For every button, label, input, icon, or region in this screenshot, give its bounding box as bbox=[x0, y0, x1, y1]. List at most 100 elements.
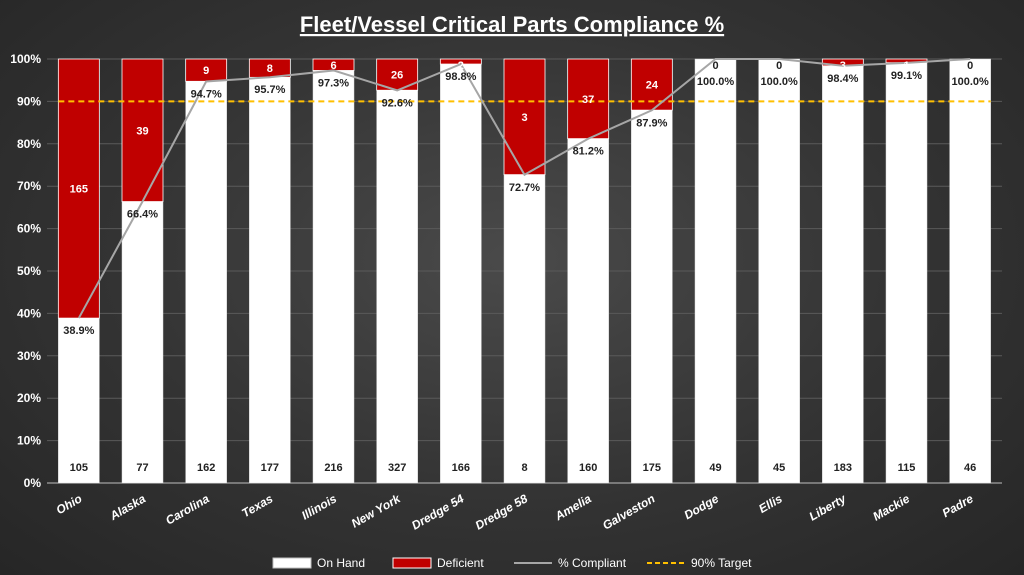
compliance-label: 66.4% bbox=[127, 208, 158, 220]
deficient-label: 1 bbox=[903, 60, 909, 72]
legend-deficient-swatch bbox=[392, 557, 432, 569]
y-tick-label: 90% bbox=[17, 94, 41, 108]
y-tick-label: 30% bbox=[17, 349, 41, 363]
legend-compliant-label: % Compliant bbox=[558, 556, 627, 570]
compliance-label: 94.7% bbox=[191, 88, 222, 100]
compliance-label: 100.0% bbox=[697, 76, 735, 88]
on-hand-label: 105 bbox=[70, 462, 88, 474]
on-hand-bar bbox=[758, 58, 800, 484]
y-tick-label: 20% bbox=[17, 391, 41, 405]
on-hand-bar bbox=[567, 138, 609, 484]
on-hand-label: 175 bbox=[643, 462, 661, 474]
compliance-line bbox=[77, 58, 971, 319]
deficient-label: 6 bbox=[330, 60, 336, 72]
compliance-label: 95.7% bbox=[254, 84, 285, 96]
y-tick-label: 100% bbox=[10, 52, 41, 66]
on-hand-label: 162 bbox=[197, 462, 215, 474]
deficient-label: 2 bbox=[458, 60, 464, 72]
category-label: Liberty bbox=[807, 491, 850, 524]
compliance-label: 81.2% bbox=[573, 146, 604, 158]
on-hand-label: 216 bbox=[324, 462, 342, 474]
on-hand-bar bbox=[249, 77, 291, 484]
category-label: Illinois bbox=[299, 491, 339, 522]
category-label: Mackie bbox=[870, 491, 912, 523]
on-hand-bar bbox=[503, 174, 546, 484]
on-hand-bar bbox=[949, 58, 991, 484]
y-tick-label: 10% bbox=[17, 434, 41, 448]
on-hand-label: 160 bbox=[579, 462, 597, 474]
y-tick-label: 80% bbox=[17, 137, 41, 151]
chart-title: Fleet/Vessel Critical Parts Compliance % bbox=[300, 12, 724, 37]
legend-deficient-label: Deficient bbox=[437, 556, 484, 570]
x-axis: Ohio Alaska Carolina Texas Illinois New York D… bbox=[54, 491, 976, 533]
data-labels: 1051657739162917782166327261662831603717… bbox=[63, 60, 989, 474]
legend: On Hand Deficient % Compliant 90% Target bbox=[272, 556, 752, 570]
on-hand-label: 183 bbox=[834, 462, 852, 474]
on-hand-label: 49 bbox=[709, 462, 721, 474]
compliance-label: 98.8% bbox=[445, 71, 476, 83]
compliance-label: 92.6% bbox=[382, 97, 413, 109]
on-hand-label: 8 bbox=[521, 462, 527, 474]
deficient-label: 0 bbox=[776, 60, 782, 72]
on-hand-bar bbox=[440, 63, 482, 484]
category-label: Texas bbox=[239, 491, 275, 520]
y-tick-label: 60% bbox=[17, 222, 41, 236]
deficient-bar bbox=[121, 58, 164, 202]
deficient-bar bbox=[567, 58, 610, 140]
category-label: Carolina bbox=[163, 491, 212, 527]
on-hand-bar bbox=[121, 201, 164, 484]
deficient-label: 8 bbox=[267, 63, 273, 75]
compliance-label: 100.0% bbox=[952, 76, 990, 88]
y-tick-label: 70% bbox=[17, 179, 41, 193]
compliance-label: 99.1% bbox=[891, 70, 922, 82]
deficient-label: 0 bbox=[712, 60, 718, 72]
deficient-label: 165 bbox=[70, 184, 88, 196]
category-label: Ohio bbox=[54, 491, 85, 517]
compliance-label: 72.7% bbox=[509, 182, 540, 194]
on-hand-label: 177 bbox=[261, 462, 279, 474]
y-tick-label: 40% bbox=[17, 306, 41, 320]
category-label: Dodge bbox=[682, 491, 722, 522]
on-hand-bar bbox=[376, 89, 418, 484]
y-axis: 0% 10% 20% 30% 40% 50% 60% 70% 80% 90% 100% bbox=[10, 52, 41, 490]
deficient-bar bbox=[503, 58, 546, 176]
bars bbox=[57, 58, 991, 484]
compliance-line-group bbox=[77, 58, 971, 319]
on-hand-label: 46 bbox=[964, 462, 976, 474]
legend-on-hand-swatch bbox=[272, 557, 312, 569]
on-hand-label: 77 bbox=[136, 462, 148, 474]
on-hand-bar bbox=[885, 62, 928, 484]
on-hand-bar bbox=[185, 81, 227, 484]
deficient-label: 24 bbox=[646, 80, 659, 92]
deficient-label: 9 bbox=[203, 65, 209, 77]
category-label: New York bbox=[349, 491, 404, 531]
deficient-label: 0 bbox=[967, 60, 973, 72]
on-hand-bar bbox=[694, 58, 737, 484]
deficient-label: 3 bbox=[521, 112, 527, 124]
compliance-label: 97.3% bbox=[318, 77, 349, 89]
on-hand-label: 115 bbox=[898, 462, 916, 474]
deficient-label: 37 bbox=[582, 94, 594, 106]
compliance-label: 38.9% bbox=[63, 325, 94, 337]
category-label: Dredge 54 bbox=[409, 491, 467, 532]
on-hand-bar bbox=[312, 70, 355, 484]
y-tick-label: 0% bbox=[24, 476, 42, 490]
on-hand-label: 327 bbox=[388, 462, 406, 474]
category-label: Padre bbox=[940, 491, 976, 520]
category-label: Amelia bbox=[552, 491, 594, 523]
on-hand-label: 166 bbox=[452, 462, 470, 474]
category-label: Ellis bbox=[756, 491, 785, 516]
on-hand-bar bbox=[822, 65, 864, 484]
category-label: Alaska bbox=[107, 491, 149, 523]
deficient-label: 3 bbox=[840, 60, 846, 72]
on-hand-bar bbox=[631, 109, 673, 484]
on-hand-label: 45 bbox=[773, 462, 785, 474]
legend-on-hand-label: On Hand bbox=[317, 556, 365, 570]
compliance-label: 100.0% bbox=[761, 76, 799, 88]
deficient-label: 26 bbox=[391, 70, 403, 82]
legend-target-label: 90% Target bbox=[691, 556, 752, 570]
category-label: Dredge 58 bbox=[473, 491, 531, 532]
compliance-label: 87.9% bbox=[636, 117, 667, 129]
on-hand-bar bbox=[58, 317, 100, 484]
